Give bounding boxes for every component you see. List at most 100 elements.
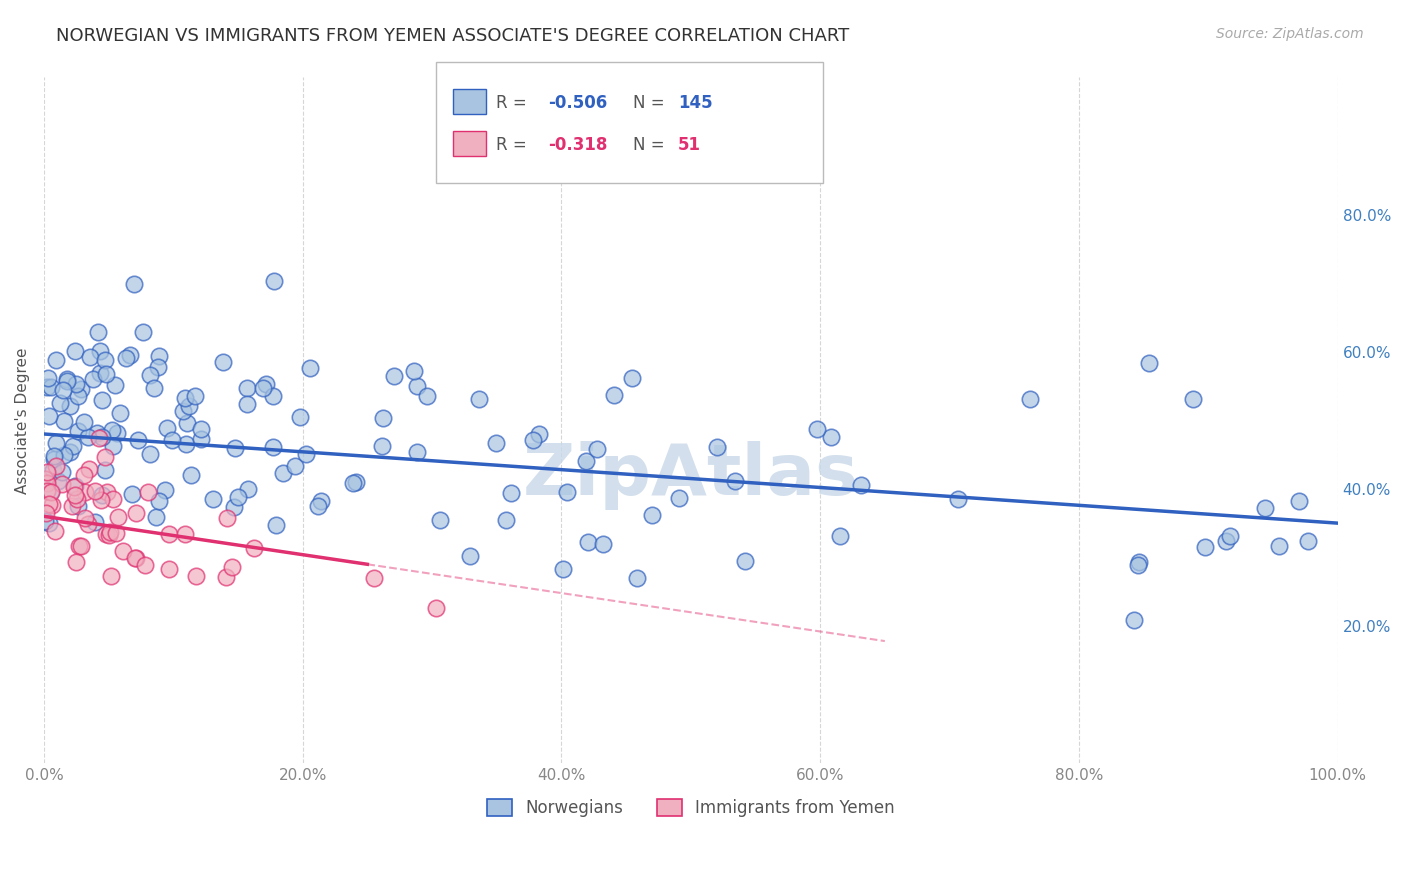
Point [34,472,56,486]
Point [132,325,155,339]
Point [1254,500,1277,515]
Point [84,484,107,499]
Point [136,484,159,499]
Point [1123,613,1146,627]
Point [86,425,108,440]
Point [101,423,124,437]
Point [41,498,63,512]
Point [145,510,167,524]
Point [63,480,86,494]
Point [148,349,170,363]
Point [115,351,138,365]
Text: -0.506: -0.506 [548,94,607,112]
Point [262,389,284,403]
Point [215,570,238,584]
Point [65,343,87,358]
Point [263,274,285,288]
Point [1219,529,1241,543]
Point [190,422,212,436]
Point [34,506,56,520]
Point [94,463,117,477]
Point [641,508,664,522]
Point [1298,533,1320,548]
Point [342,476,364,491]
Text: N =: N = [633,136,669,153]
Point [156,421,179,435]
Point [62,439,84,453]
Point [1288,493,1310,508]
Point [38,516,60,531]
Point [706,440,728,454]
Point [146,359,169,374]
Point [468,392,491,407]
Point [39,485,62,500]
Point [42,449,65,463]
Point [371,411,394,425]
Point [49,395,72,409]
Point [603,388,626,402]
Point [252,381,274,395]
Point [94,526,117,541]
Point [65,555,87,569]
Point [555,485,578,500]
Point [60,499,83,513]
Legend: Norwegians, Immigrants from Yemen: Norwegians, Immigrants from Yemen [481,792,901,823]
Point [67,424,90,438]
Point [76,516,98,531]
Point [45,353,67,368]
Point [668,491,690,506]
Point [217,511,239,525]
Point [254,377,277,392]
Point [405,379,427,393]
Point [42,463,65,477]
Point [122,277,145,291]
Point [180,467,202,482]
Point [309,494,332,508]
Text: ZipAtlas: ZipAtlas [523,441,859,509]
Text: -0.318: -0.318 [548,136,607,153]
Point [1194,540,1216,554]
Point [172,403,194,417]
Point [127,433,149,447]
Point [402,364,425,378]
Point [86,326,108,340]
Point [77,429,100,443]
Point [224,441,246,455]
Point [104,526,127,541]
Point [295,447,318,461]
Point [90,493,112,508]
Point [734,554,756,568]
Point [91,429,114,443]
Point [104,378,127,392]
Point [35,476,58,491]
Point [948,492,970,507]
Text: N =: N = [633,94,669,112]
Point [1128,558,1150,572]
Point [44,524,66,538]
Point [806,422,828,436]
Point [134,558,156,573]
Point [101,439,124,453]
Point [56,375,79,389]
Point [174,436,197,450]
Point [235,381,257,395]
Point [39,483,62,498]
Point [626,571,648,585]
Point [290,410,312,425]
Point [271,466,294,480]
Point [53,449,76,463]
Point [363,571,385,585]
Point [75,484,97,499]
Point [82,372,104,386]
Point [103,491,125,506]
Point [620,371,643,385]
Point [173,527,195,541]
Point [425,601,447,615]
Point [77,462,100,476]
Point [73,416,96,430]
Point [576,535,599,549]
Point [238,482,260,496]
Point [66,499,89,513]
Point [51,477,73,491]
Point [35,465,58,479]
